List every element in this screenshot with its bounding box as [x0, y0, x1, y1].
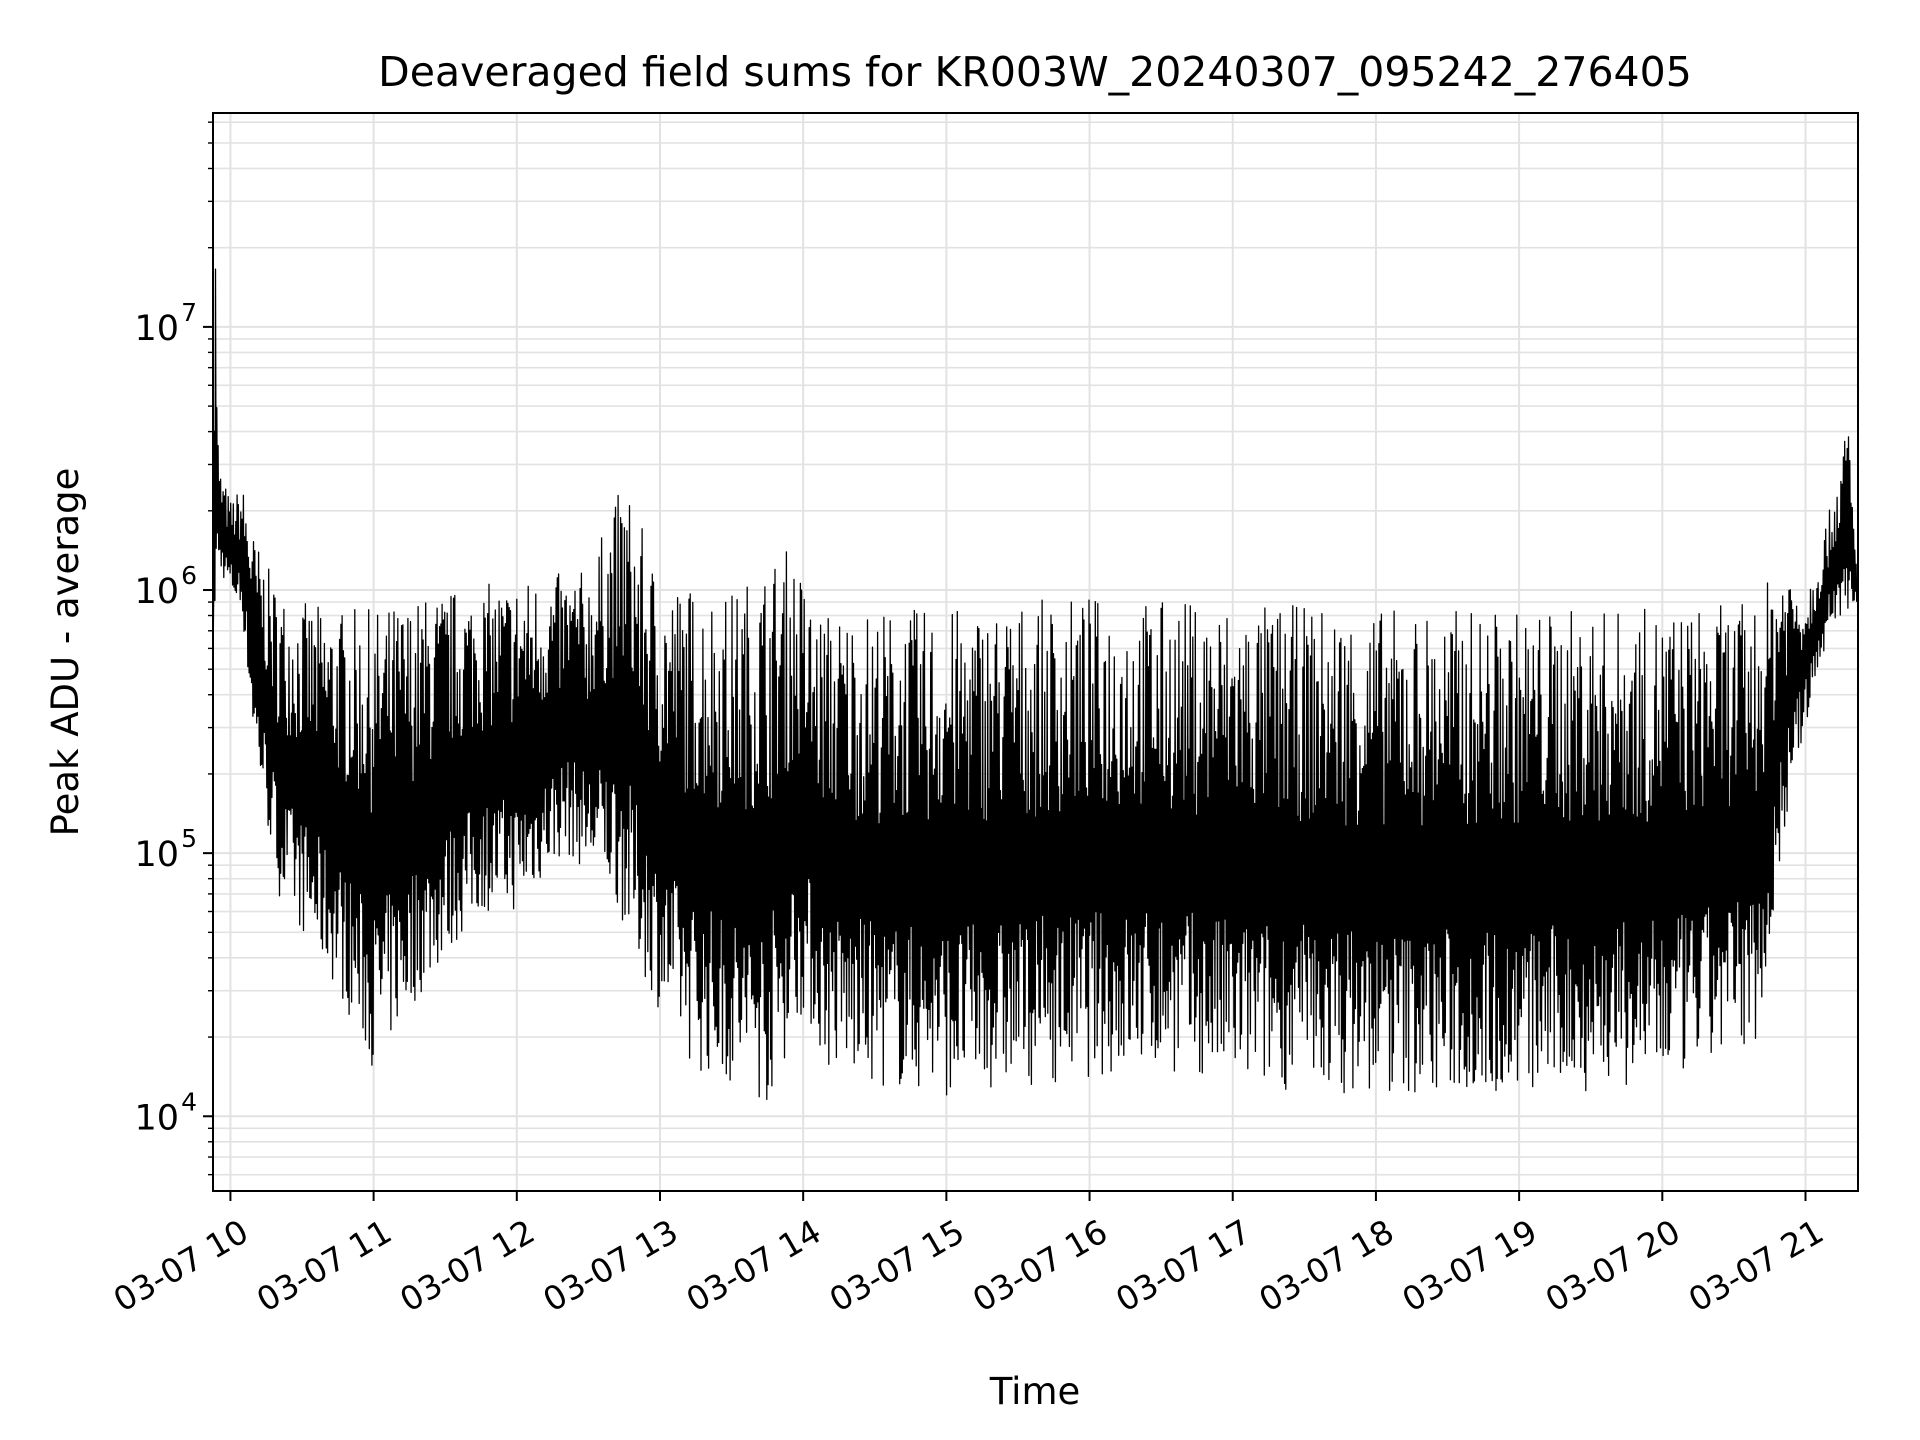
series [212, 268, 1859, 1101]
y-tick-exponent: 5 [181, 824, 197, 853]
y-tick-label: 10 [134, 309, 179, 349]
chart-title: Deaveraged field sums for KR003W_2024030… [378, 48, 1692, 96]
series-line [212, 268, 1859, 1101]
y-tick-exponent: 6 [181, 561, 197, 590]
y-tick-label: 10 [134, 835, 179, 875]
y-axis-label: Peak ADU - average [44, 468, 87, 837]
y-tick-label: 10 [134, 572, 179, 612]
y-tick-exponent: 4 [181, 1087, 197, 1116]
y-tick-label: 10 [134, 1098, 179, 1138]
y-tick-exponent: 7 [181, 298, 197, 327]
plot-frame [212, 112, 1859, 1192]
x-axis-label: Time [989, 1370, 1081, 1413]
